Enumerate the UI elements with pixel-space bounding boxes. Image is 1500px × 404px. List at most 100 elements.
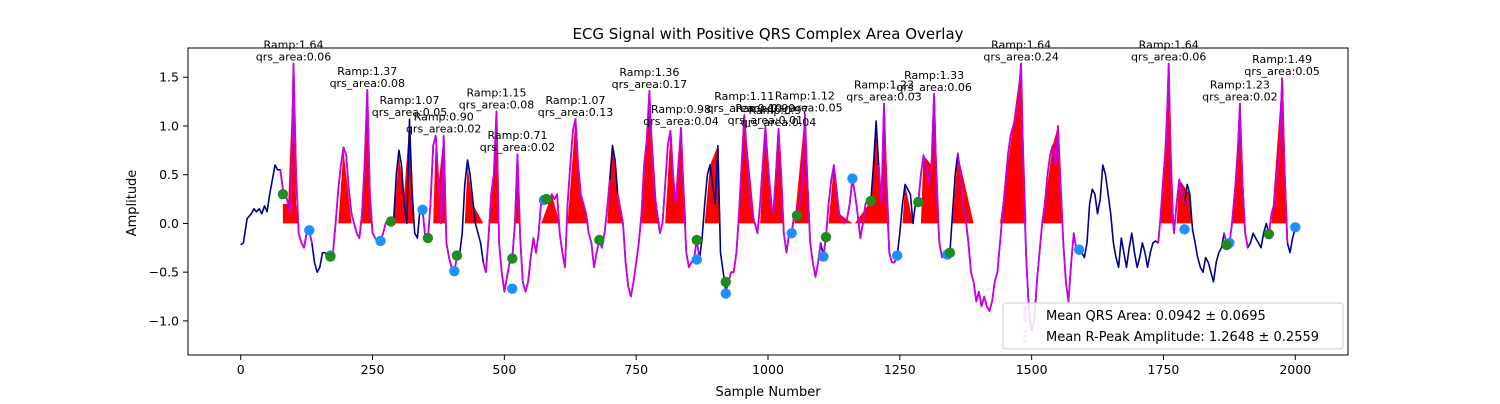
x-tick-label-6: 1500	[1016, 362, 1048, 377]
s-point-12	[865, 195, 876, 207]
qrs-area-fill-19	[902, 184, 913, 224]
annotation-qrs-area-1: qrs_area:0.08	[330, 77, 405, 90]
annotation-qrs-area-4: qrs_area:0.08	[459, 98, 534, 111]
annotation-qrs-area-2: qrs_area:0.05	[372, 106, 447, 119]
s-point-9	[720, 276, 731, 288]
q-point-4	[449, 266, 460, 277]
qrs-segment-line-8	[877, 102, 899, 264]
annotation-ramp-11: Ramp:0.97	[748, 104, 808, 117]
qrs-area-fill-12	[665, 127, 687, 224]
legend: Mean QRS Area: 0.0942 ± 0.0695 Mean R-Pe…	[1002, 302, 1344, 350]
qrs-segment-line-13	[1268, 77, 1289, 243]
qrs-area-fill-22	[1000, 63, 1027, 224]
axes-layer: 0 250 500 750 1000 1250 1500 1750 2000 −1.0 −0.5 0.…	[149, 70, 1312, 377]
x-tick-label-3: 750	[624, 362, 648, 377]
q-point-12	[892, 250, 903, 261]
qrs-segment-line-11	[1157, 62, 1186, 243]
annotation-ramp-1: Ramp:1.37	[337, 65, 397, 78]
qrs-area-fill-0	[282, 63, 299, 224]
s-point-11	[820, 231, 832, 243]
q-point-5	[507, 283, 518, 294]
annotation-qrs-area-6: qrs_area:0.13	[538, 106, 613, 119]
q-point-8	[720, 288, 731, 299]
q-point-11	[847, 173, 858, 184]
annotation-qrs-area-10: qrs_area:0.01	[728, 114, 803, 127]
qrs-points-layer	[277, 173, 1301, 299]
qrs-area-fill-2	[362, 89, 373, 224]
s-point-10	[791, 210, 803, 221]
annotation-ramp-18: Ramp:1.49	[1252, 53, 1312, 66]
annotation-qrs-area-7: qrs_area:0.17	[612, 78, 687, 91]
qrs-segment-line-7	[822, 164, 872, 256]
chart-title: ECG Signal with Positive QRS Complex Are…	[572, 25, 963, 43]
annotation-qrs-area-5: qrs_area:0.02	[480, 141, 555, 154]
qrs-area-fill-14	[739, 115, 755, 224]
y-tick-label-4: 1.0	[159, 118, 179, 133]
qrs-area-fill-23	[1042, 126, 1064, 224]
annotation-ramp-17: Ramp:1.23	[1210, 79, 1270, 92]
s-point-2	[385, 216, 397, 227]
s-point-5	[507, 253, 518, 264]
y-tick-label-0: −1.0	[149, 313, 179, 328]
x-tick-label-5: 1250	[884, 362, 916, 377]
s-point-3	[422, 232, 434, 244]
annotation-qrs-area-13: qrs_area:0.03	[846, 91, 921, 104]
legend-box	[1002, 302, 1344, 350]
annotation-qrs-area-15: qrs_area:0.24	[983, 51, 1058, 64]
q-point-10	[818, 251, 829, 262]
y-tick-label-5: 1.5	[159, 70, 179, 85]
annotation-qrs-area-0: qrs_area:0.06	[256, 51, 331, 64]
annotation-ramp-7: Ramp:1.36	[619, 66, 679, 79]
qrs-segment-line-12	[1223, 102, 1249, 248]
x-tick-label-4: 1000	[752, 362, 784, 377]
x-tick-label-7: 1750	[1148, 362, 1180, 377]
y-axis-title: Amplitude	[125, 170, 140, 237]
x-tick-label-1: 250	[361, 362, 385, 377]
qrs-segment-line-1	[329, 89, 394, 258]
legend-label-qrs-area: Mean QRS Area: 0.0942 ± 0.0695	[1046, 309, 1266, 324]
qrs-area-fill-17	[828, 165, 853, 224]
annotation-ramp-4: Ramp:1.15	[466, 86, 526, 99]
q-point-2	[375, 235, 386, 247]
x-axis-title: Sample Number	[715, 385, 821, 400]
annotation-ramp-2: Ramp:1.07	[379, 94, 439, 107]
x-tick-label-0: 0	[237, 362, 245, 377]
annotation-qrs-area-12: qrs_area:0.05	[767, 101, 842, 114]
qrs-area-fill-5	[464, 165, 484, 224]
annotation-ramp-12: Ramp:1.12	[775, 89, 835, 102]
qrs-area-fill-11	[641, 90, 660, 224]
qrs-segment-line-5	[616, 90, 701, 298]
legend-label-r-peak: Mean R-Peak Amplitude: 1.2648 ± 0.2559	[1046, 330, 1319, 345]
annotation-ramp-10: Ramp:0.99	[735, 102, 795, 115]
s-point-4	[451, 250, 463, 261]
qrs-area-fill-8	[541, 194, 560, 224]
qrs-segment-line-3	[482, 110, 545, 293]
annotation-ramp-13: Ramp:1.23	[854, 79, 914, 92]
annotation-qrs-area-16: qrs_area:0.06	[1131, 51, 1206, 64]
q-point-15	[1179, 224, 1190, 235]
qrs-segment-line-10	[956, 62, 1080, 332]
annotation-qrs-area-17: qrs_area:0.02	[1202, 91, 1277, 104]
s-point-0	[277, 189, 289, 200]
s-point-7	[594, 234, 605, 246]
annotation-ramp-8: Ramp:0.98	[651, 103, 711, 116]
y-tick-label-1: −0.5	[149, 265, 179, 280]
s-point-8	[691, 234, 702, 246]
q-point-7	[691, 254, 702, 265]
s-point-1	[325, 251, 336, 262]
annotation-ramp-6: Ramp:1.07	[545, 94, 605, 107]
annotation-qrs-area-3: qrs_area:0.02	[406, 123, 481, 136]
annotation-ramp-14: Ramp:1.33	[904, 69, 964, 82]
y-tick-label-3: 0.5	[159, 167, 179, 182]
qrs-area-fill-21	[952, 153, 974, 224]
qrs-segment-line-2	[421, 134, 461, 273]
q-point-17	[1290, 222, 1301, 233]
annotation-qrs-area-8: qrs_area:0.04	[643, 115, 718, 128]
annotation-ramp-3: Ramp:0.90	[414, 111, 474, 124]
s-point-13	[913, 196, 924, 208]
s-point-16	[1263, 228, 1275, 240]
qrs-segment-line-6	[724, 113, 822, 292]
x-tick-label-2: 500	[492, 362, 516, 377]
